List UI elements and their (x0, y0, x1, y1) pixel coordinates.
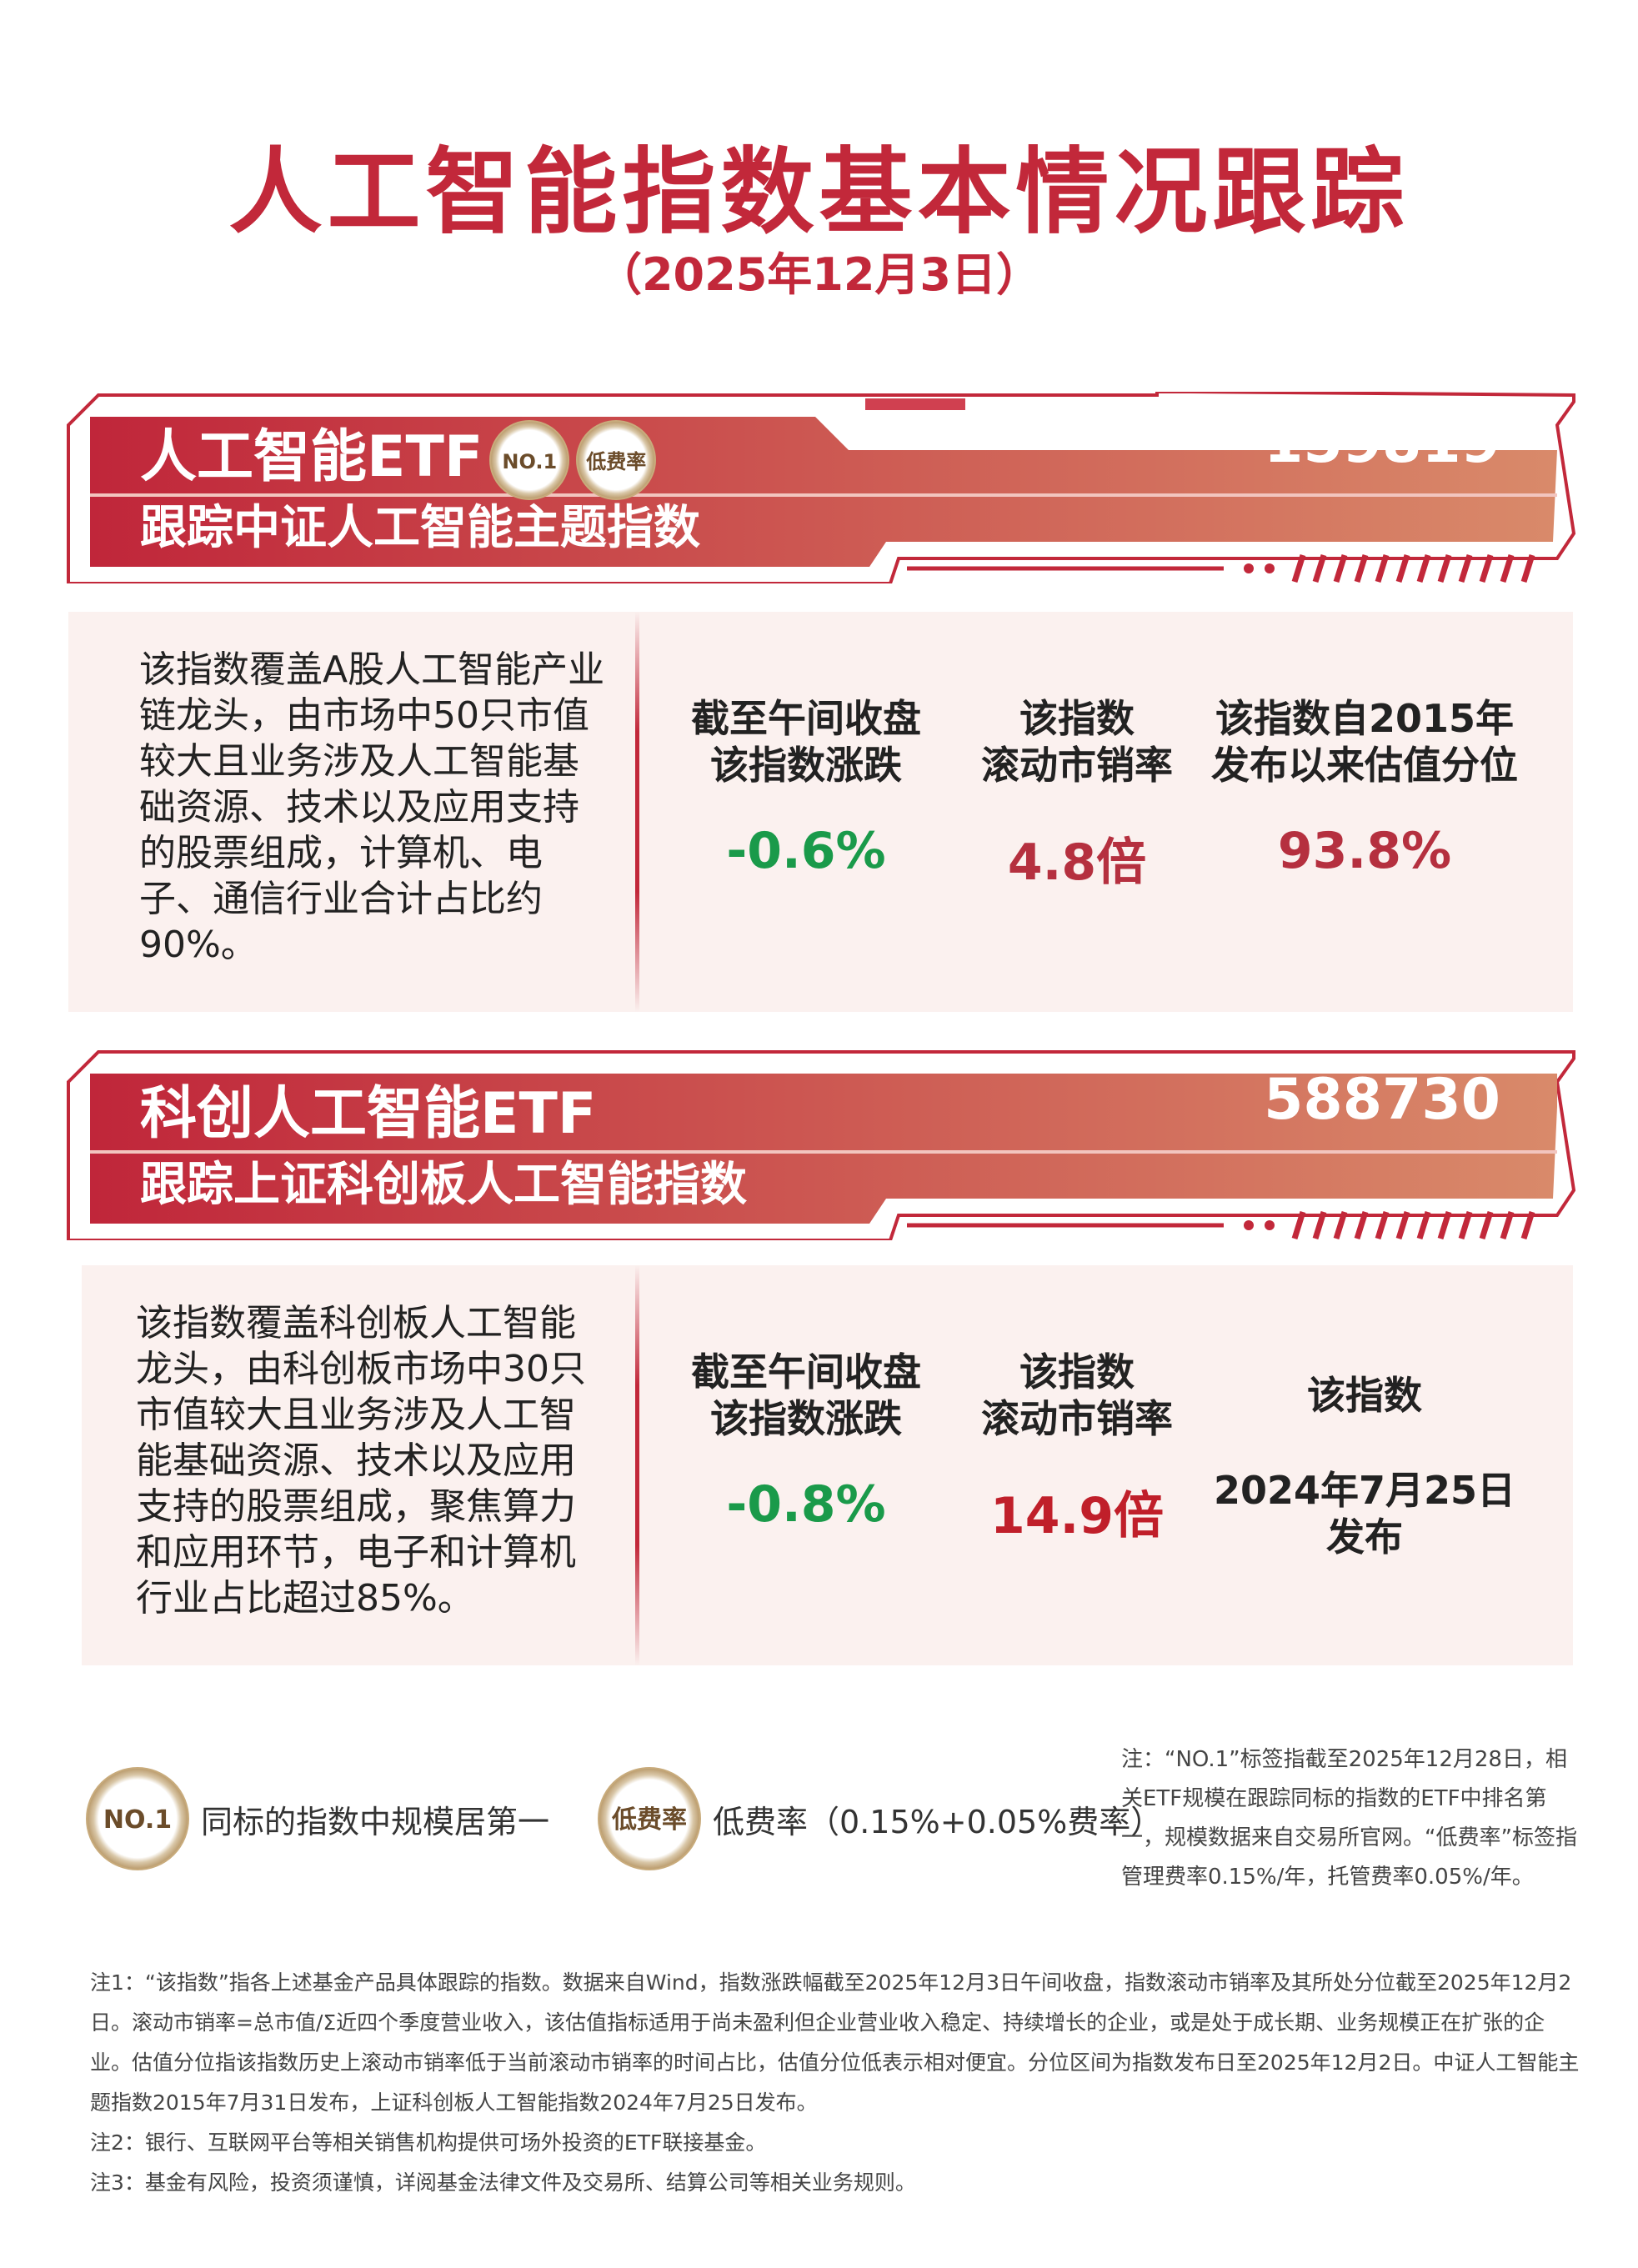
metric-value: -0.6% (726, 822, 886, 880)
metric-value: 14.9倍 (989, 1487, 1165, 1545)
metric-ps: 该指数 滚动市销率 4.8倍 (935, 695, 1219, 894)
metric-label: 滚动市销率 (981, 743, 1173, 788)
metric-label: 截至午间收盘 (691, 1349, 921, 1394)
badge-legend: NO.1 同标的指数中规模居第一 低费率 低费率（0.15%+0.05%费率） (79, 1767, 1162, 1870)
metric-label: 发布以来估值分位 (1211, 743, 1518, 788)
metric-ps: 该指数 滚动市销率 14.9倍 (935, 1349, 1219, 1548)
low-fee-badge: 低费率 (598, 1767, 702, 1870)
metric-label: 该指数涨跌 (710, 1396, 902, 1441)
fund-name: 科创人工智能ETF (140, 1081, 597, 1147)
metric-percentile: 该指数自2015年 发布以来估值分位 93.8% (1198, 695, 1531, 880)
metric-value: -0.8% (726, 1475, 886, 1534)
no1-legend-text: 同标的指数中规模居第一 (201, 1803, 550, 1840)
page-title: 人工智能指数基本情况跟踪 (228, 138, 1410, 247)
footnote-3: 注3：基金有风险，投资须谨慎，详阅基金法律文件及交易所、结算公司等相关业务规则。 (90, 2170, 916, 2195)
fund-banner-1: 人工智能ETF NO.1 低费率 159819 跟踪中证人工智能主题指数 (65, 392, 1575, 583)
fund-code: 588730 (1264, 1067, 1500, 1133)
metric-value: 发布 (1326, 1515, 1403, 1560)
metric-label: 该指数 (1019, 1349, 1135, 1394)
metric-change: 截至午间收盘 该指数涨跌 -0.6% (664, 695, 948, 880)
fund-code: 159819 (1264, 410, 1500, 476)
metric-value: 2024年7月25日 (1213, 1468, 1516, 1513)
no1-badge: NO.1 (489, 420, 570, 501)
metric-label: 该指数自2015年 (1215, 696, 1515, 741)
tracking-index: 跟踪中证人工智能主题指数 (140, 501, 700, 555)
footnote-1: 注1：“该指数”指各上述基金产品具体跟踪的指数。数据来自Wind，指数涨跌幅截至… (90, 1970, 1580, 2115)
report-date: （2025年12月3日） (596, 248, 1041, 301)
metric-label: 该指数涨跌 (710, 743, 902, 788)
metric-label: 截至午间收盘 (691, 696, 921, 741)
metric-launch: 该指数 2024年7月25日 发布 (1198, 1349, 1531, 1560)
metric-value: 4.8倍 (1007, 834, 1147, 892)
fee-legend-text: 低费率（0.15%+0.05%费率） (713, 1803, 1163, 1840)
banner-frame (67, 1050, 1575, 1240)
no1-badge: NO.1 (86, 1767, 189, 1870)
metric-change: 截至午间收盘 该指数涨跌 -0.8% (664, 1349, 948, 1534)
divider (635, 1265, 639, 1665)
metric-label: 该指数 (1019, 696, 1135, 741)
metric-label: 滚动市销率 (981, 1396, 1173, 1441)
fund-banner-2: 科创人工智能ETF 588730 跟踪上证科创板人工智能指数 (65, 1049, 1575, 1240)
fund-name: 人工智能ETF (140, 424, 483, 490)
metric-value: 93.8% (1277, 822, 1452, 880)
low-fee-badge: 低费率 (576, 420, 657, 501)
index-description: 该指数覆盖A股人工智能产业链龙头，由市场中50只市值较大且业务涉及人工智能基础资… (139, 648, 605, 966)
divider (635, 612, 639, 1012)
index-description: 该指数覆盖科创板人工智能龙头，由科创板市场中30只市值较大且业务涉及人工智能基础… (136, 1302, 586, 1620)
footnotes: 注1：“该指数”指各上述基金产品具体跟踪的指数。数据来自Wind，指数涨跌幅截至… (90, 1963, 1582, 2203)
footnote-2: 注2：银行、互联网平台等相关销售机构提供可场外投资的ETF联接基金。 (90, 2130, 767, 2155)
banner-frame (67, 392, 1575, 583)
fund-card-1: 该指数覆盖A股人工智能产业链龙头，由市场中50只市值较大且业务涉及人工智能基础资… (68, 612, 1573, 1012)
badge-note: 注：“NO.1”标签指截至2025年12月28日，相关ETF规模在跟踪同标的指数… (1121, 1747, 1577, 1890)
tracking-index: 跟踪上证科创板人工智能指数 (140, 1158, 747, 1212)
fund-card-2: 该指数覆盖科创板人工智能龙头，由科创板市场中30只市值较大且业务涉及人工智能基础… (82, 1265, 1573, 1665)
metric-label: 该指数 (1307, 1373, 1422, 1418)
